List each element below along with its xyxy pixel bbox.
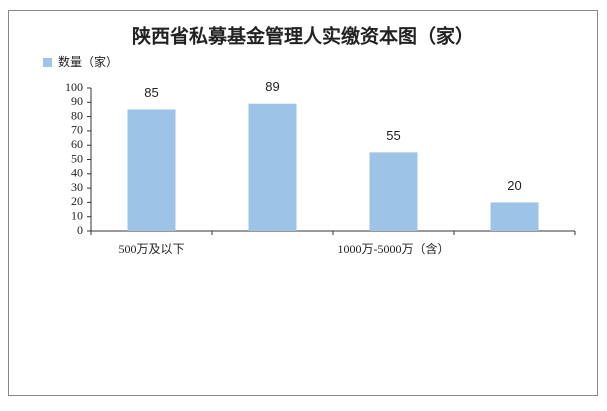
data-label: 20 xyxy=(507,178,521,193)
bar xyxy=(369,152,418,231)
bar xyxy=(127,109,176,231)
data-label: 89 xyxy=(265,79,279,94)
y-tick-label: 20 xyxy=(71,194,83,208)
data-label: 85 xyxy=(144,85,158,100)
y-tick-label: 90 xyxy=(71,94,83,108)
y-tick-label: 0 xyxy=(77,223,83,237)
y-tick-label: 60 xyxy=(71,137,83,151)
x-tick-label: 1000万-5000万（含） xyxy=(338,241,450,256)
y-tick-label: 80 xyxy=(71,108,83,122)
data-label: 55 xyxy=(386,128,400,143)
bar xyxy=(490,202,539,231)
y-tick-label: 70 xyxy=(71,123,83,137)
y-tick-label: 50 xyxy=(71,151,83,165)
y-tick-label: 100 xyxy=(65,80,83,94)
y-tick-label: 30 xyxy=(71,180,83,194)
y-tick-label: 40 xyxy=(71,166,83,180)
chart-title: 陕西省私募基金管理人实缴资本图（家） xyxy=(132,24,474,47)
legend-label: 数量（家） xyxy=(58,54,118,69)
bar xyxy=(248,103,297,231)
y-tick-label: 10 xyxy=(71,208,83,222)
legend-swatch xyxy=(43,58,52,67)
x-tick-label: 500万及以下 xyxy=(118,242,184,256)
